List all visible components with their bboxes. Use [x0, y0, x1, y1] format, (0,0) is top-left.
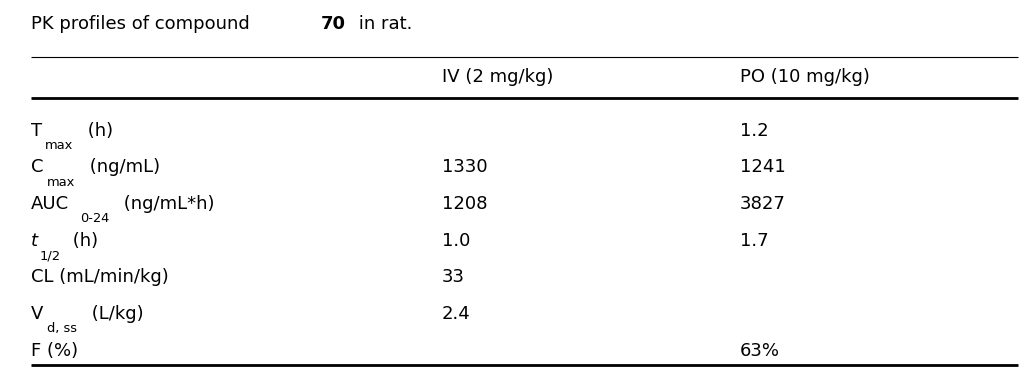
Text: PK profiles of compound: PK profiles of compound [31, 15, 255, 33]
Text: (ng/mL): (ng/mL) [83, 159, 159, 176]
Text: 2.4: 2.4 [442, 305, 471, 323]
Text: 33: 33 [442, 268, 465, 286]
Text: 1.2: 1.2 [740, 122, 769, 140]
Text: 70: 70 [321, 15, 345, 33]
Text: 0-24: 0-24 [80, 213, 109, 225]
Text: 3827: 3827 [740, 195, 786, 213]
Text: 1208: 1208 [442, 195, 487, 213]
Text: AUC: AUC [31, 195, 69, 213]
Text: T: T [31, 122, 42, 140]
Text: F (%): F (%) [31, 342, 78, 360]
Text: d, ss: d, ss [47, 322, 77, 335]
Text: 63%: 63% [740, 342, 780, 360]
Text: IV (2 mg/kg): IV (2 mg/kg) [442, 69, 553, 86]
Text: max: max [45, 139, 74, 152]
Text: PO (10 mg/kg): PO (10 mg/kg) [740, 69, 870, 86]
Text: 1.7: 1.7 [740, 232, 769, 250]
Text: C: C [31, 159, 43, 176]
Text: 1.0: 1.0 [442, 232, 471, 250]
Text: (h): (h) [67, 232, 98, 250]
Text: 1241: 1241 [740, 159, 786, 176]
Text: 1/2: 1/2 [40, 249, 61, 262]
Text: t: t [31, 232, 38, 250]
Text: (L/kg): (L/kg) [85, 305, 143, 323]
Text: 1330: 1330 [442, 159, 487, 176]
Text: (ng/mL*h): (ng/mL*h) [118, 195, 215, 213]
Text: max: max [47, 176, 75, 189]
Text: (h): (h) [82, 122, 113, 140]
Text: in rat.: in rat. [353, 15, 412, 33]
Text: CL (mL/min/kg): CL (mL/min/kg) [31, 268, 169, 286]
Text: V: V [31, 305, 43, 323]
